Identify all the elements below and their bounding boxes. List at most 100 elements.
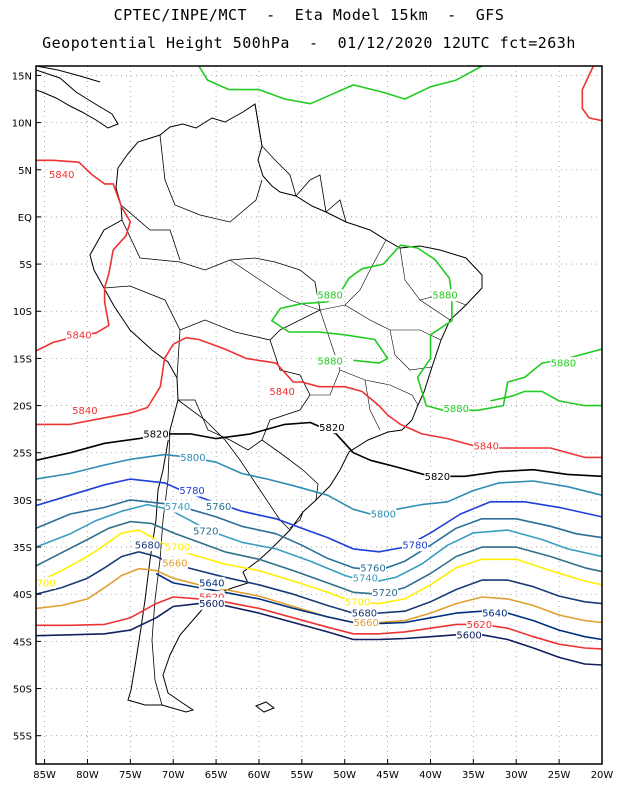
- coastlines-and-borders: [36, 66, 483, 713]
- contour-label-background: [550, 357, 577, 370]
- contour-label-background: [179, 451, 206, 464]
- lat-tick-label: 55S: [13, 732, 32, 743]
- contour-label-background: [372, 586, 399, 599]
- lat-tick-label: 10N: [12, 119, 32, 130]
- contour-5680: [36, 551, 602, 614]
- contour-label-background: [370, 508, 397, 521]
- caribbean-coast-north: [36, 66, 101, 83]
- lon-tick-label: 30W: [505, 770, 528, 781]
- contour-5720: [36, 520, 602, 595]
- contour-label-background: [198, 576, 225, 589]
- lon-tick-label: 55W: [291, 770, 314, 781]
- contour-label-background: [466, 618, 493, 631]
- contour-label-background: [192, 525, 219, 538]
- contour-label-5760: 5760: [360, 563, 385, 574]
- lat-tick-label: 15S: [13, 354, 32, 365]
- lon-tick-label: 20W: [591, 770, 614, 781]
- map-frame: [35, 65, 603, 765]
- contour-label-5880: 5880: [432, 291, 457, 302]
- contour-label-background: [424, 470, 451, 483]
- lon-tick-label: 70W: [162, 770, 185, 781]
- lon-tick-label: 25W: [548, 770, 571, 781]
- contour-5840: [581, 66, 602, 122]
- contour-label-background: [402, 539, 429, 552]
- contour-label-background: [71, 404, 98, 417]
- contour-label-background: [317, 355, 344, 368]
- lat-tick-label: 20S: [13, 402, 32, 413]
- axis-ticks: 15N 10N 5N EQ 5S 10S 15S 20S 25S 30S 35S 40S 45S 50S 5…: [12, 71, 614, 781]
- contour-label-5720: 5720: [193, 527, 218, 538]
- contour-label-background: [456, 628, 483, 641]
- lat-tick-label: EQ: [18, 213, 32, 224]
- contour-label-background: [164, 500, 191, 513]
- lat-tick-label: 30S: [13, 496, 32, 507]
- contour-label-background: [269, 385, 296, 398]
- contour-label-background: [353, 616, 380, 629]
- contour-label-5880: 5880: [443, 404, 468, 415]
- contour-label-5840: 5840: [66, 330, 91, 341]
- contour-5660: [36, 567, 602, 624]
- lat-tick-label: 45S: [13, 637, 32, 648]
- contour-label-background: [36, 576, 56, 589]
- contour-label-5700: 5700: [165, 543, 190, 554]
- map-title-line1: CPTEC/INPE/MCT - Eta Model 15km - GFS: [113, 6, 505, 24]
- contour-label-background: [443, 402, 470, 415]
- contour-label-background: [318, 421, 345, 434]
- contour-label-5840: 5840: [269, 387, 294, 398]
- contour-label-5660: 5660: [353, 618, 378, 629]
- lat-tick-label: 50S: [13, 685, 32, 696]
- contour-label-5760: 5760: [206, 502, 231, 513]
- contour-label-5880: 5880: [551, 359, 576, 370]
- contour-5620: [36, 596, 602, 650]
- lat-tick-label: 35S: [13, 543, 32, 554]
- contour-label-5780: 5780: [402, 541, 427, 552]
- contour-label-5720: 5720: [372, 588, 397, 599]
- lon-tick-label: 65W: [205, 770, 228, 781]
- lat-tick-label: 25S: [13, 449, 32, 460]
- contour-label-5680: 5680: [352, 609, 377, 620]
- contour-5880: [198, 66, 483, 105]
- lon-tick-label: 40W: [419, 770, 442, 781]
- central-america-coastline: [36, 69, 119, 129]
- contour-label-5600: 5600: [199, 599, 224, 610]
- contour-label-5600: 5600: [456, 630, 481, 641]
- contour-label-background: [198, 597, 225, 610]
- contour-label-5660: 5660: [162, 559, 187, 570]
- contour-5600: [36, 602, 602, 666]
- lon-tick-label: 45W: [376, 770, 399, 781]
- contour-5760: [36, 499, 602, 572]
- contour-label-background: [65, 328, 92, 341]
- contour-label-background: [317, 289, 344, 302]
- contour-label-background: [134, 539, 161, 552]
- lat-tick-label: 5N: [18, 166, 32, 177]
- contour-label-background: [352, 572, 379, 585]
- contour-label-background: [164, 541, 191, 554]
- contour-label-5840: 5840: [72, 406, 97, 417]
- contour-label-5800: 5800: [371, 510, 396, 521]
- contour-label-5700: 5700: [345, 597, 370, 608]
- contour-label-background: [473, 440, 500, 453]
- contour-label-5840: 5840: [474, 442, 499, 453]
- contour-label-5820: 5820: [425, 472, 450, 483]
- contour-5880: [490, 390, 602, 407]
- contour-5800: [36, 453, 602, 515]
- contour-label-background: [161, 557, 188, 570]
- contour-label-5800: 5800: [180, 453, 205, 464]
- contour-5880: [271, 244, 602, 412]
- contour-label-5640: 5640: [482, 609, 507, 620]
- brazil-states: [229, 239, 467, 431]
- lat-tick-label: 5S: [19, 260, 32, 271]
- falklands: [254, 701, 276, 713]
- south-america-coastline: [89, 103, 483, 713]
- contour-5840: [36, 336, 602, 459]
- contour-5840: [36, 159, 132, 352]
- contour-label-5780: 5780: [179, 486, 204, 497]
- contour-labels: 5880 5880 5880 5880 5880 5840 5840 5840 5840 5840…: [36, 168, 577, 641]
- contour-label-background: [48, 168, 75, 181]
- contour-label-5820: 5820: [319, 423, 344, 434]
- contour-label-background: [481, 607, 508, 620]
- lon-tick-label: 85W: [33, 770, 56, 781]
- country-borders: [103, 103, 347, 706]
- contour-label-5880: 5880: [317, 291, 342, 302]
